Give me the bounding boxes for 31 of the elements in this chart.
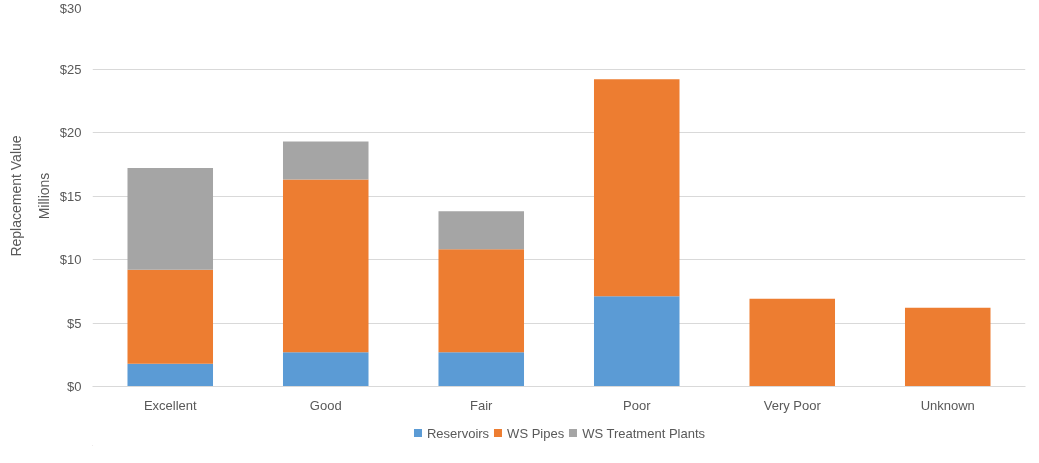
x-tick-label: Good bbox=[309, 397, 342, 413]
bar bbox=[904, 307, 991, 387]
y-tick-label: $5 bbox=[67, 315, 82, 331]
y-tick-label: $30 bbox=[59, 0, 82, 16]
y-tick-label: $15 bbox=[59, 188, 82, 204]
x-tick-label: Poor bbox=[623, 397, 652, 413]
x-tick-label: Very Poor bbox=[763, 397, 822, 413]
bar bbox=[749, 298, 836, 387]
bar bbox=[127, 269, 214, 364]
y-tick-label: $25 bbox=[59, 61, 82, 77]
bar bbox=[282, 352, 369, 387]
bar bbox=[438, 249, 525, 353]
bar bbox=[282, 179, 369, 353]
x-tick-label: Unknown bbox=[920, 397, 975, 413]
bar bbox=[127, 363, 214, 387]
bar bbox=[593, 296, 680, 387]
x-tick-label: Excellent bbox=[143, 397, 198, 413]
text: Millions bbox=[35, 172, 52, 220]
bar bbox=[438, 352, 525, 387]
y-tick-label: $10 bbox=[59, 252, 82, 267]
legend-label: Reservoirs bbox=[426, 425, 490, 440]
x-tick-label: Fair bbox=[470, 397, 494, 413]
bar bbox=[438, 211, 525, 250]
y-tick-label: $20 bbox=[59, 125, 82, 140]
y-axis-title: Replacement Value bbox=[7, 135, 24, 257]
bar bbox=[282, 141, 369, 180]
bar bbox=[127, 168, 214, 270]
legend-label: WS Pipes bbox=[507, 425, 565, 440]
y-tick-label: $0 bbox=[67, 379, 82, 394]
legend-label: WS Treatment Plants bbox=[582, 425, 706, 440]
bar bbox=[593, 79, 680, 297]
